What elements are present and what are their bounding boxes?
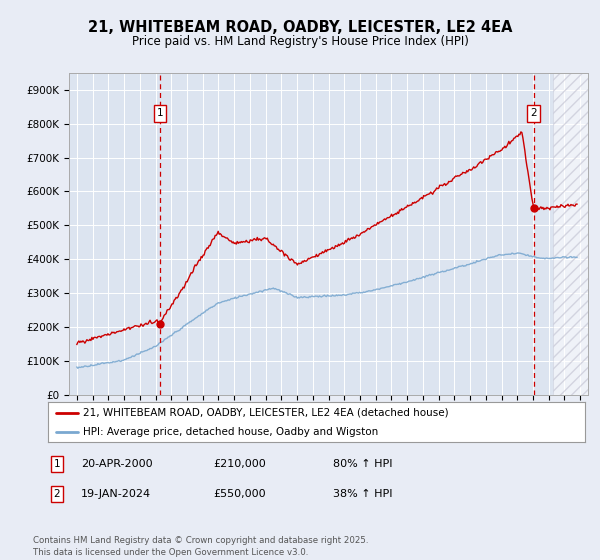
Text: 19-JAN-2024: 19-JAN-2024 — [81, 489, 151, 499]
Text: £210,000: £210,000 — [213, 459, 266, 469]
Text: 80% ↑ HPI: 80% ↑ HPI — [333, 459, 392, 469]
Text: 2: 2 — [530, 109, 537, 119]
Text: 20-APR-2000: 20-APR-2000 — [81, 459, 152, 469]
Text: 1: 1 — [53, 459, 61, 469]
Text: £550,000: £550,000 — [213, 489, 266, 499]
Text: 1: 1 — [157, 109, 163, 119]
Text: Contains HM Land Registry data © Crown copyright and database right 2025.
This d: Contains HM Land Registry data © Crown c… — [33, 536, 368, 557]
Text: HPI: Average price, detached house, Oadby and Wigston: HPI: Average price, detached house, Oadb… — [83, 427, 378, 436]
Text: Price paid vs. HM Land Registry's House Price Index (HPI): Price paid vs. HM Land Registry's House … — [131, 35, 469, 48]
Text: 21, WHITEBEAM ROAD, OADBY, LEICESTER, LE2 4EA (detached house): 21, WHITEBEAM ROAD, OADBY, LEICESTER, LE… — [83, 408, 449, 418]
Text: 21, WHITEBEAM ROAD, OADBY, LEICESTER, LE2 4EA: 21, WHITEBEAM ROAD, OADBY, LEICESTER, LE… — [88, 20, 512, 35]
Bar — [553, 73, 588, 395]
Text: 38% ↑ HPI: 38% ↑ HPI — [333, 489, 392, 499]
Text: 2: 2 — [53, 489, 61, 499]
